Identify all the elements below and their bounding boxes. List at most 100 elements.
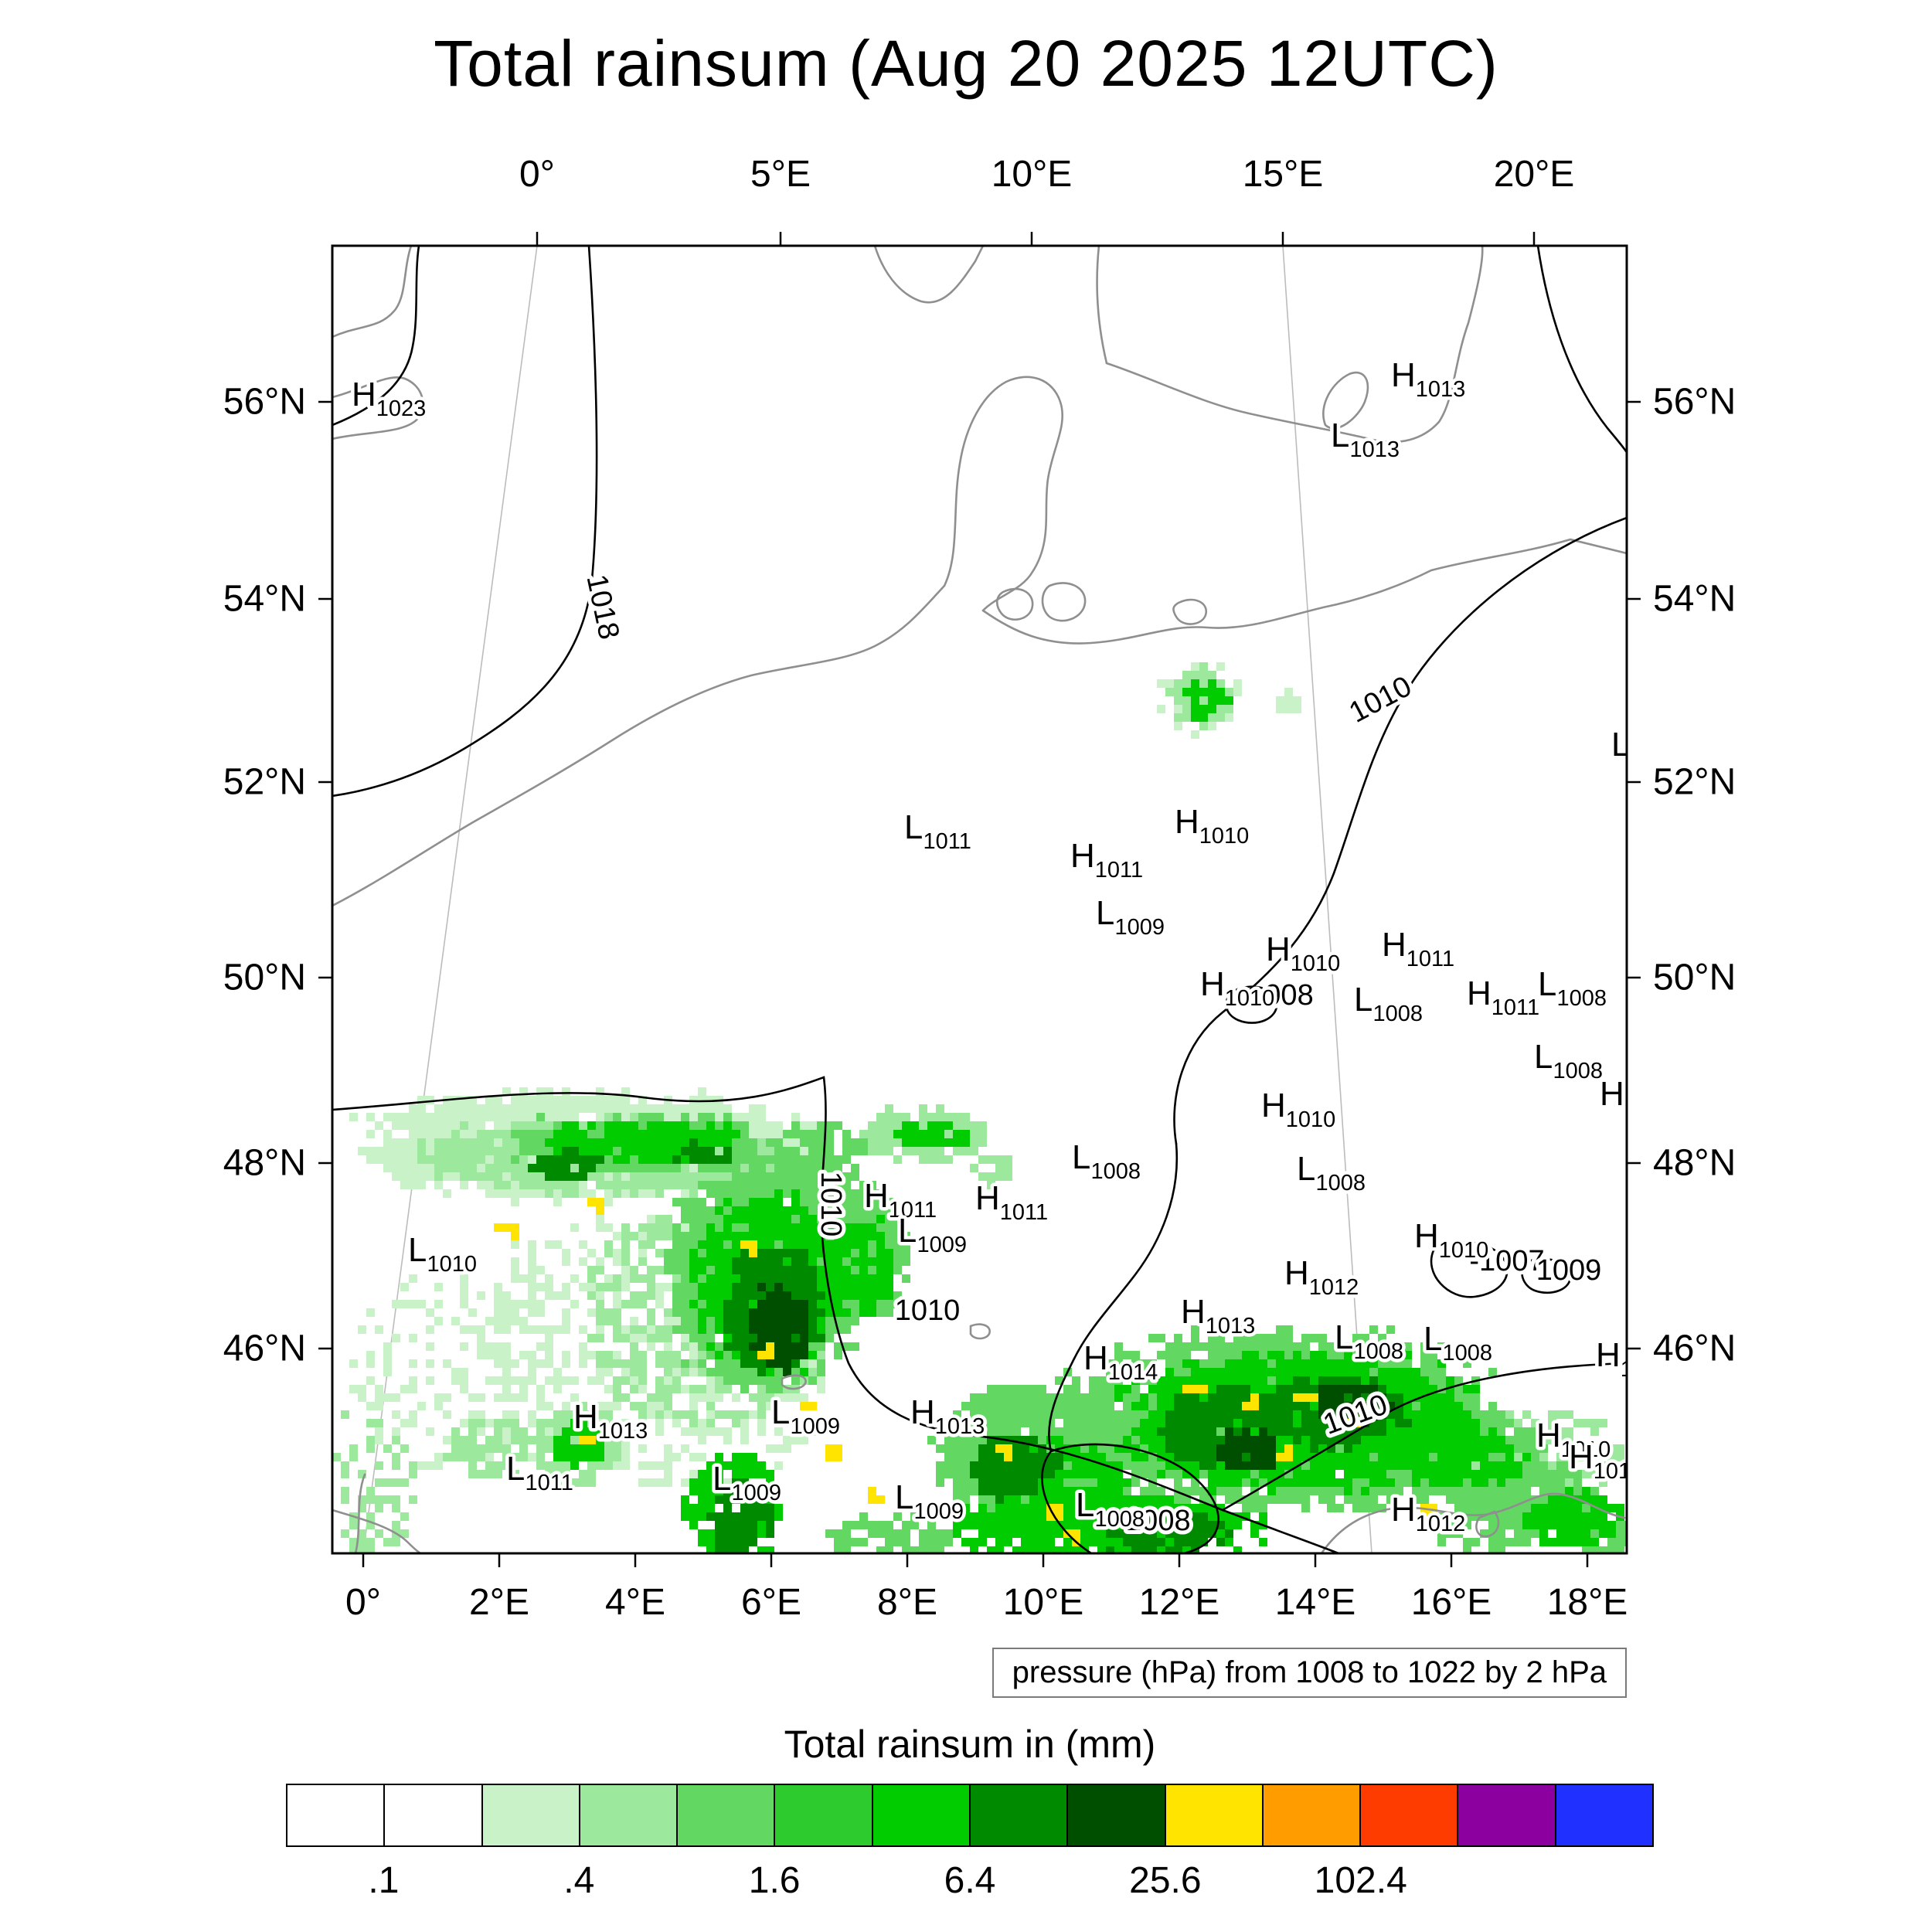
rain-patch xyxy=(1310,1385,1395,1427)
high-pressure-label: H1010 xyxy=(1414,1217,1488,1263)
colorbar-segment xyxy=(1556,1785,1652,1845)
rain-patch xyxy=(825,1444,842,1461)
isobar xyxy=(1430,1241,1509,1298)
colorbar-tick-label: .4 xyxy=(563,1860,595,1901)
rain-patch xyxy=(1437,1504,1548,1553)
colorbar-tick-label: 6.4 xyxy=(944,1860,996,1901)
axis-label-left: 56°N xyxy=(223,381,306,423)
colorbar-segment xyxy=(482,1785,580,1845)
axis-label-top: 15°E xyxy=(1242,154,1324,195)
axis-label-bottom: 0° xyxy=(345,1582,381,1623)
isobar-value-label: 1010 xyxy=(1344,670,1417,730)
coastline xyxy=(943,376,1064,612)
isobar xyxy=(1073,1142,1179,1360)
rain-patch xyxy=(1182,679,1233,722)
colorbar-tick-label: 1.6 xyxy=(748,1860,801,1901)
axis-label-right: 54°N xyxy=(1653,578,1736,620)
coastline xyxy=(781,1374,807,1390)
rain-patch xyxy=(1182,1385,1208,1393)
high-pressure-label: H1012 xyxy=(1284,1254,1359,1300)
isobar xyxy=(1173,516,1627,1145)
coastline xyxy=(1096,246,1108,365)
axis-label-bottom: 18°E xyxy=(1546,1582,1628,1623)
rain-patch xyxy=(1522,1487,1624,1546)
axis-label-right: 52°N xyxy=(1653,761,1736,803)
rain-patch xyxy=(1216,1427,1276,1470)
axis-label-left: 54°N xyxy=(223,578,306,620)
axis-label-right: 56°N xyxy=(1653,381,1736,423)
colorbar xyxy=(286,1784,1654,1847)
coastline xyxy=(1475,1510,1500,1538)
colorbar-segment xyxy=(580,1785,679,1845)
coastline xyxy=(1172,598,1208,625)
colorbar-tick-label: 25.6 xyxy=(1129,1860,1202,1901)
colorbar-segment xyxy=(775,1785,873,1845)
rain-patch xyxy=(740,1240,757,1257)
rain-patch xyxy=(970,1155,1012,1189)
isobar xyxy=(1536,246,1627,454)
rain-patch xyxy=(706,1478,774,1553)
isobar xyxy=(1221,1362,1627,1512)
axis-label-bottom: 2°E xyxy=(469,1582,529,1623)
high-pressure-label: H1010 xyxy=(1175,803,1249,849)
high-pressure-label: H1013 xyxy=(1391,356,1465,402)
rain-patch xyxy=(587,1198,604,1215)
high-pressure-label: H1010 xyxy=(1200,965,1274,1011)
colorbar-segment xyxy=(872,1785,971,1845)
colorbar-segment xyxy=(1458,1785,1556,1845)
coastline xyxy=(1105,246,1484,444)
rain-patch xyxy=(1097,1512,1233,1553)
rain-patch xyxy=(579,1436,596,1444)
coastline xyxy=(1322,371,1369,430)
isobar-value-label: -1008 xyxy=(1115,1505,1190,1537)
legend-title: Total rainsum in (mm) xyxy=(784,1723,1156,1766)
isobar-value-label: 1010 xyxy=(895,1294,961,1327)
rain-patch xyxy=(1276,688,1301,713)
colorbar-tick-label: .1 xyxy=(368,1860,400,1901)
high-pressure-label: H1011 xyxy=(975,1179,1048,1225)
isobar xyxy=(1041,1443,1219,1553)
axis-label-top: 20°E xyxy=(1493,154,1575,195)
isobar-value-label: 1009 xyxy=(1536,1254,1602,1287)
rain-patch xyxy=(825,1512,953,1553)
low-pressure-label: L1008 xyxy=(1354,981,1423,1026)
axis-label-left: 48°N xyxy=(223,1142,306,1184)
isobar-value-label: -1007 xyxy=(1469,1245,1544,1277)
rain-patch xyxy=(332,1410,417,1553)
low-pressure-label: L1010 xyxy=(408,1231,477,1277)
map-plot-area: 1018 1010 1010 1010 1010 008 -1007 1009 -1008 H10… xyxy=(318,232,1641,1567)
axis-label-right: 46°N xyxy=(1653,1328,1736,1369)
axis-label-bottom: 6°E xyxy=(741,1582,801,1623)
rain-patch xyxy=(893,1121,970,1147)
high-pressure-label: H1011 xyxy=(1467,975,1539,1020)
rain-patch xyxy=(1276,1444,1293,1461)
colorbar-segment xyxy=(1165,1785,1264,1845)
rain-patch xyxy=(494,1223,519,1240)
high-pressure-label: H1009 xyxy=(1600,1075,1674,1121)
rain-patch xyxy=(995,1444,1012,1461)
axis-label-bottom: 12°E xyxy=(1138,1582,1220,1623)
coastline xyxy=(332,584,946,907)
axis-label-top: 0° xyxy=(519,154,555,195)
low-pressure-label: L1008 xyxy=(1534,1038,1603,1083)
rain-patch xyxy=(868,1487,885,1504)
isobar xyxy=(332,246,420,427)
isobar-value-label: 1018 xyxy=(580,572,625,642)
rain-patch xyxy=(1242,1393,1259,1410)
coastline xyxy=(969,1323,991,1340)
isobar-value-label: 1010 xyxy=(815,1172,847,1237)
low-pressure-label: L1008 xyxy=(1538,965,1607,1011)
rain-patch xyxy=(757,1342,774,1359)
low-pressure-label: L1008 xyxy=(1072,1138,1141,1184)
axis-label-bottom: 8°E xyxy=(877,1582,937,1623)
rain-patch xyxy=(970,1436,1063,1504)
axis-label-bottom: 14°E xyxy=(1274,1582,1356,1623)
rain-patch xyxy=(672,1138,732,1164)
coastline xyxy=(332,1509,422,1553)
rain-patch xyxy=(800,1402,817,1410)
low-pressure-label: L1009 xyxy=(1096,894,1165,940)
coastlines xyxy=(332,246,1627,1553)
rain-patch xyxy=(528,1147,604,1181)
weather-map-svg: 10181010101010101010008-10071009-1008H10… xyxy=(318,232,1641,1567)
